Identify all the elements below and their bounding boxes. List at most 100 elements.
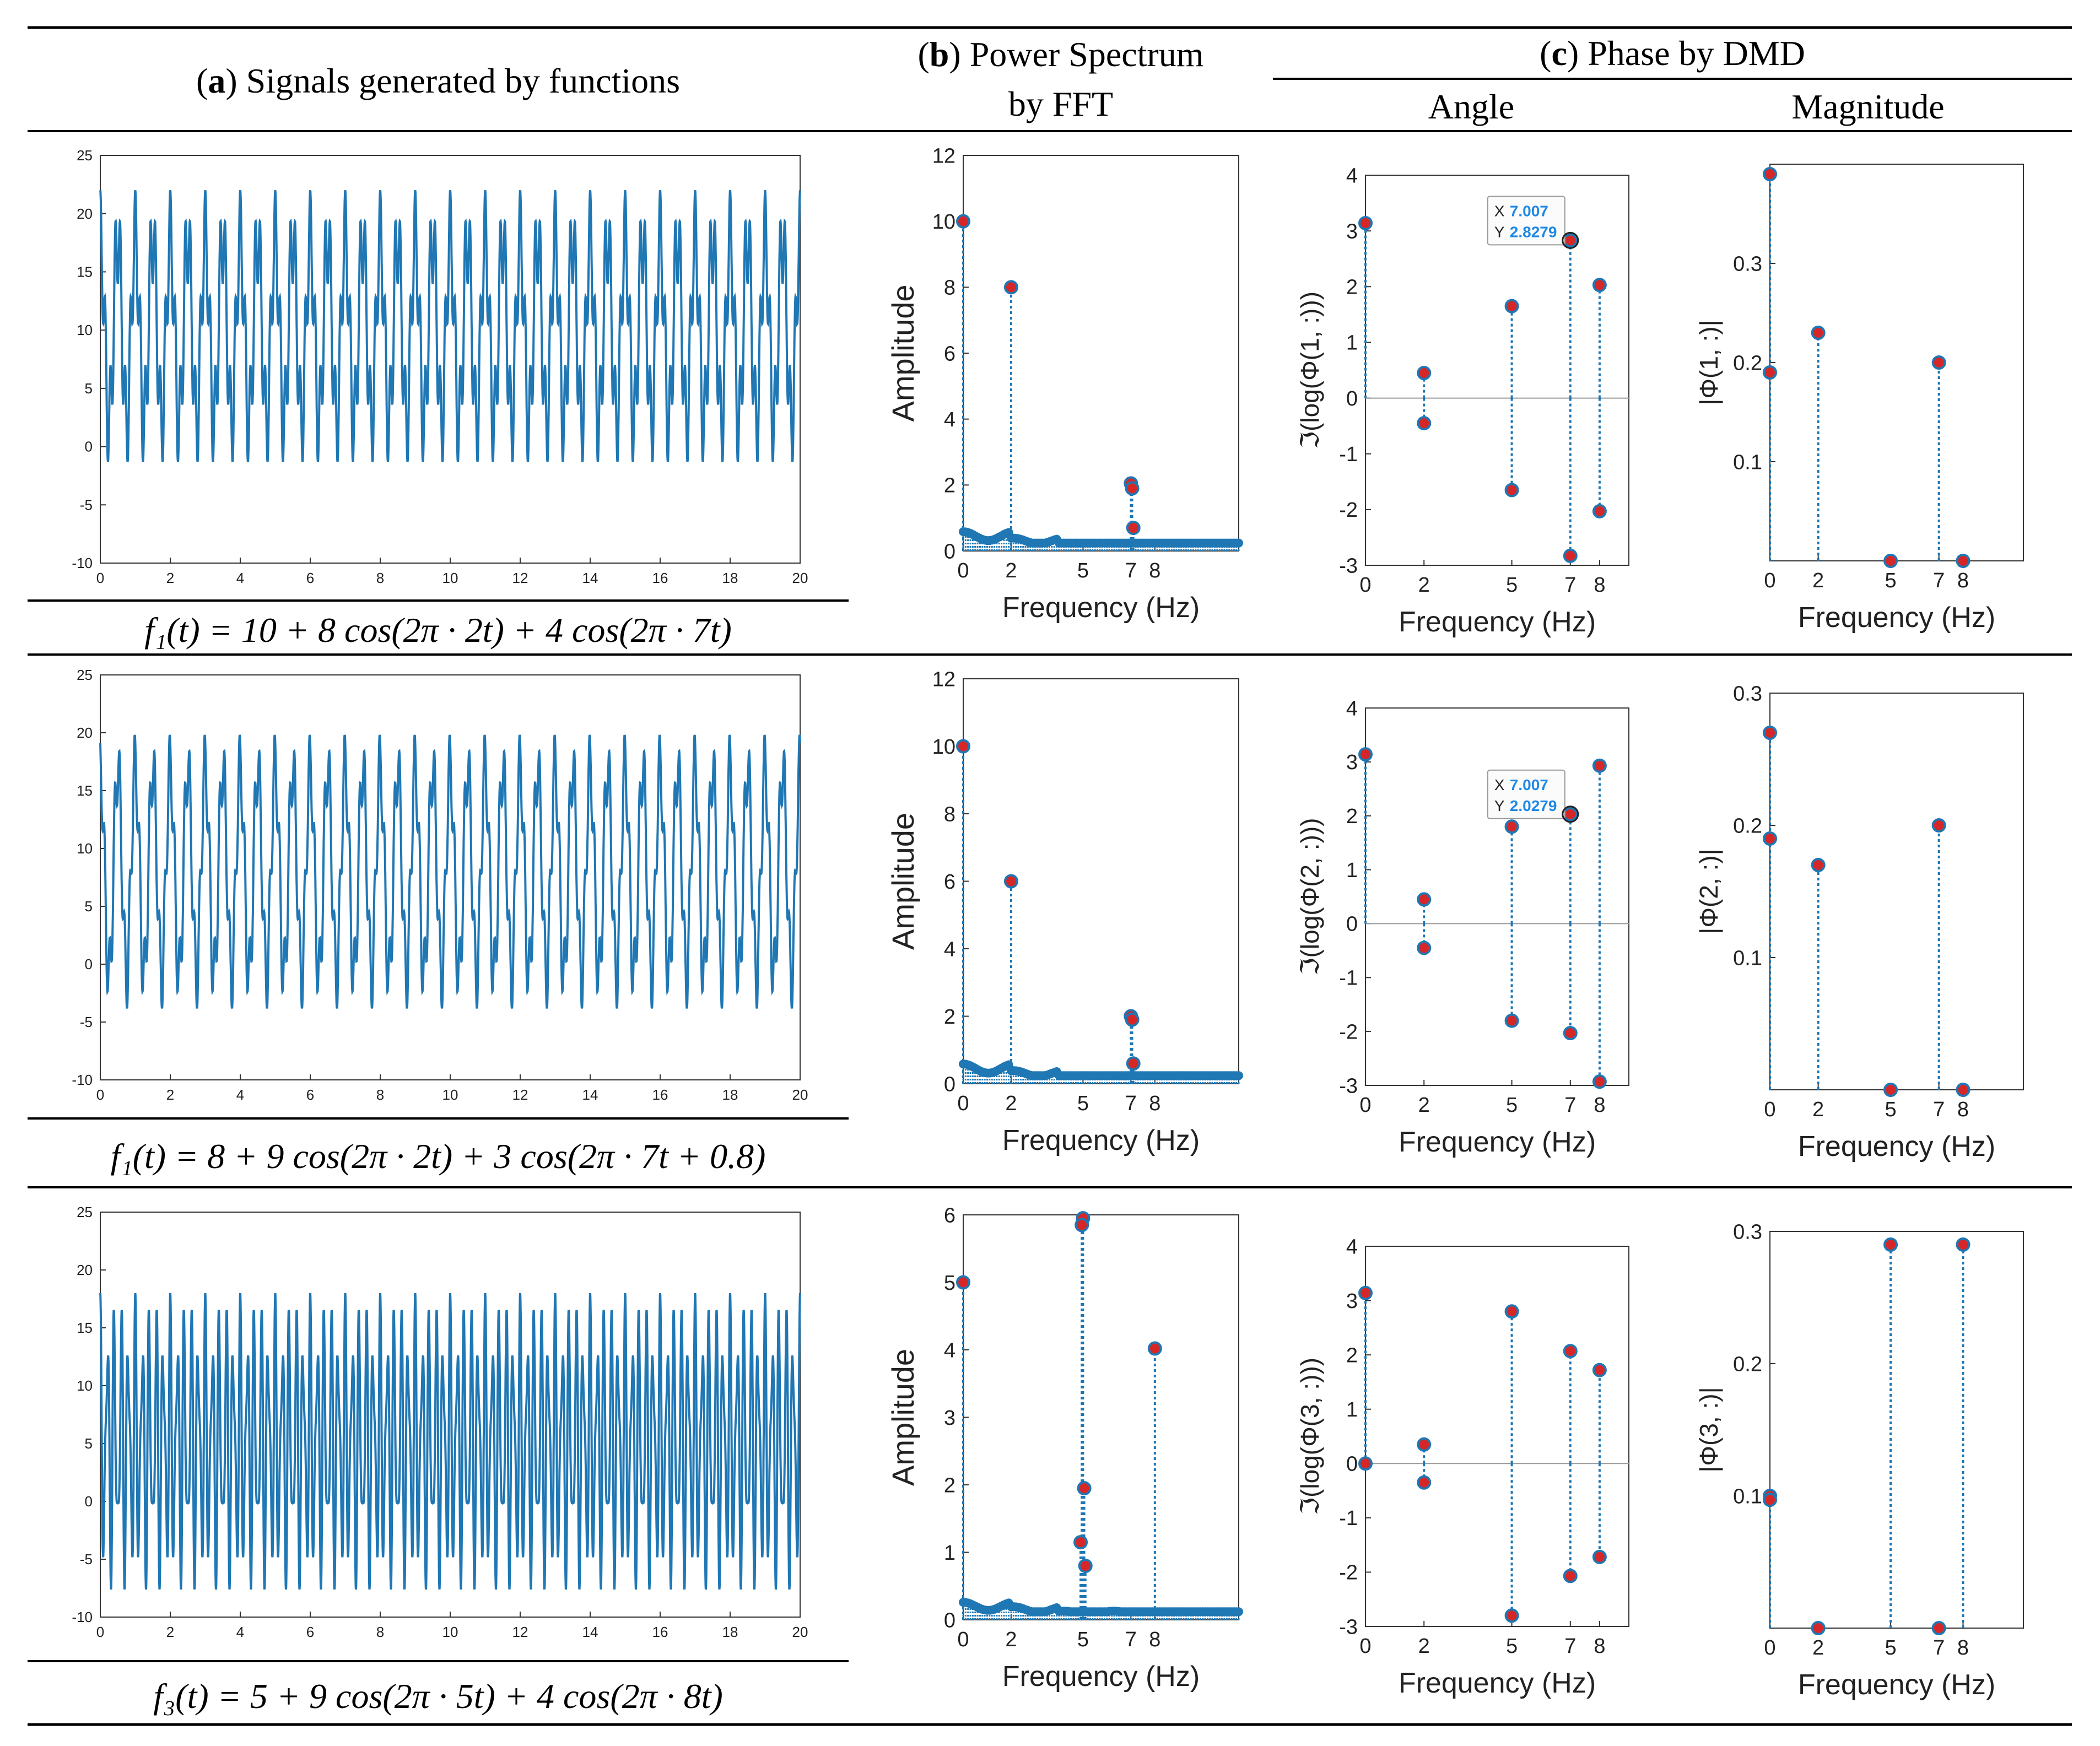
x-tick-label: 8 xyxy=(376,1624,384,1640)
x-tick-label: 10 xyxy=(442,570,458,586)
x-tick-label: 2 xyxy=(1418,1635,1430,1658)
datatip-y-value: 2.8279 xyxy=(1510,223,1557,240)
y-tick-label: 0.1 xyxy=(1733,947,1762,970)
datatip-ring xyxy=(1562,806,1579,823)
stem-marker xyxy=(1563,1026,1578,1041)
x-tick-label: 7 xyxy=(1933,569,1945,592)
y-tick-label: 25 xyxy=(77,667,93,683)
y-axis-label: ℑ(log(Φ(2, :))) xyxy=(1295,818,1324,976)
stem-marker xyxy=(1417,1437,1432,1452)
x-tick-label: 0 xyxy=(957,1628,969,1651)
y-tick-label: 2 xyxy=(944,1474,955,1497)
x-tick-label: 7 xyxy=(1125,559,1137,582)
y-axis-label: Amplitude xyxy=(886,813,920,950)
y-tick-label: 10 xyxy=(932,736,955,759)
y-tick-label: 0 xyxy=(944,1073,955,1096)
y-tick-label: 8 xyxy=(944,277,955,300)
y-tick-label: 0.3 xyxy=(1733,682,1762,705)
y-tick-label: 0 xyxy=(1346,1453,1358,1476)
stem-marker xyxy=(1147,1341,1162,1356)
chart-signal-1: -10 -5 0 5 10 15 20 25 0 2 4 6 8 10 12 14 16 18 20 xyxy=(72,147,808,586)
stem-marker xyxy=(1003,280,1018,295)
y-tick-label: 20 xyxy=(77,725,93,741)
stem-marker xyxy=(1417,940,1432,955)
datatip-ring xyxy=(1562,231,1579,249)
y-tick-label: 4 xyxy=(1346,697,1358,720)
stem-marker xyxy=(1883,554,1898,568)
y-tick-label: 25 xyxy=(77,147,93,164)
header-magnitude: Magnitude xyxy=(1791,87,1944,126)
datatip-x-value: 7.007 xyxy=(1510,202,1548,219)
y-tick-label: 12 xyxy=(932,144,955,167)
y-tick-label: 0.3 xyxy=(1733,252,1762,275)
x-tick-label: 0 xyxy=(1764,569,1775,592)
x-axis-label: Frequency (Hz) xyxy=(1399,1667,1596,1699)
x-tick-label: 0 xyxy=(957,559,969,582)
plot-frame xyxy=(963,155,1239,552)
x-tick-label: 16 xyxy=(652,570,668,586)
x-tick-label: 2 xyxy=(1418,1094,1430,1117)
y-tick-label: -1 xyxy=(1339,443,1358,466)
x-tick-label: 5 xyxy=(1506,1635,1518,1658)
stem-marker xyxy=(1931,818,1946,833)
x-tick-label: 4 xyxy=(236,1086,244,1103)
signal-line xyxy=(99,734,801,1009)
x-tick-label: 5 xyxy=(1885,569,1896,592)
x-tick-label: 2 xyxy=(1812,1636,1824,1659)
y-tick-label: 1 xyxy=(944,1542,955,1565)
stem-marker xyxy=(1073,1535,1088,1550)
stem-marker xyxy=(1077,1481,1092,1496)
y-tick-label: -1 xyxy=(1339,967,1358,990)
stem-marker xyxy=(1504,819,1519,834)
x-tick-label: 2 xyxy=(1812,569,1824,592)
y-tick-label: 4 xyxy=(1346,1235,1358,1258)
y-tick-label: 15 xyxy=(77,782,93,799)
y-tick-label: 0 xyxy=(944,540,955,563)
chart-angle-2: -3 -2 -1 0 1 2 3 4 0 2 5 7 8 Frequency (Hz) ℑ(log(Φ(2,… xyxy=(1295,697,1629,1158)
stem-marker xyxy=(1883,1237,1898,1252)
x-tick-label: 16 xyxy=(652,1624,668,1640)
stem-marker xyxy=(1126,521,1141,536)
x-tick-label: 0 xyxy=(96,1624,104,1640)
x-tick-label: 5 xyxy=(1885,1098,1896,1121)
y-tick-label: 2 xyxy=(1346,805,1358,828)
stem-marker xyxy=(956,214,970,229)
y-axis-label: |Φ(1, :)| xyxy=(1694,320,1723,405)
x-tick-label: 6 xyxy=(306,570,314,586)
x-tick-label: 8 xyxy=(1594,1635,1605,1658)
x-tick-label: 0 xyxy=(96,1086,104,1103)
x-tick-label: 8 xyxy=(376,570,384,586)
stem-marker xyxy=(1563,548,1578,563)
x-tick-label: 8 xyxy=(1594,1094,1605,1117)
stem-marker xyxy=(1592,1363,1607,1377)
stem-marker xyxy=(1811,858,1826,872)
plot-frame xyxy=(100,1212,801,1618)
formula-2: f₁(t) = 8 + 9 cos(2π · 2t) + 3 cos(2π · … xyxy=(111,1137,766,1176)
y-axis-label: ℑ(log(Φ(3, :))) xyxy=(1295,1358,1324,1515)
signal-line xyxy=(99,1293,801,1590)
y-tick-label: 2 xyxy=(1346,276,1358,299)
chart-angle-3: -3 -2 -1 0 1 2 3 4 0 2 5 7 8 Frequency (Hz) ℑ(log(Φ(3,… xyxy=(1295,1235,1629,1699)
x-tick-label: 20 xyxy=(792,1086,808,1103)
stem-marker xyxy=(1811,1621,1826,1635)
y-tick-label: 5 xyxy=(944,1272,955,1295)
stem-marker xyxy=(1078,1559,1093,1573)
x-axis-label: Frequency (Hz) xyxy=(1002,1125,1200,1156)
y-tick-label: 0.1 xyxy=(1733,1485,1762,1508)
x-tick-label: 2 xyxy=(1812,1098,1824,1121)
y-tick-label: 0 xyxy=(85,1493,93,1510)
y-tick-label: 4 xyxy=(1346,164,1358,187)
stem-marker xyxy=(1504,299,1519,313)
stem-marker xyxy=(1563,807,1578,821)
x-axis-label: Frequency (Hz) xyxy=(1002,592,1200,624)
x-tick-label: 4 xyxy=(236,570,244,586)
x-tick-label: 8 xyxy=(1957,1098,1969,1121)
x-tick-label: 7 xyxy=(1125,1628,1137,1651)
x-tick-label: 7 xyxy=(1564,1094,1576,1117)
stem-marker xyxy=(956,1275,970,1290)
y-tick-label: -2 xyxy=(1339,1561,1358,1585)
chart-signal-2: -10 -5 0 5 10 15 20 25 0 2 4 6 8 10 12 14 16 18 20 xyxy=(72,667,808,1103)
stem-marker xyxy=(1504,483,1519,498)
x-tick-label: 16 xyxy=(652,1086,668,1103)
